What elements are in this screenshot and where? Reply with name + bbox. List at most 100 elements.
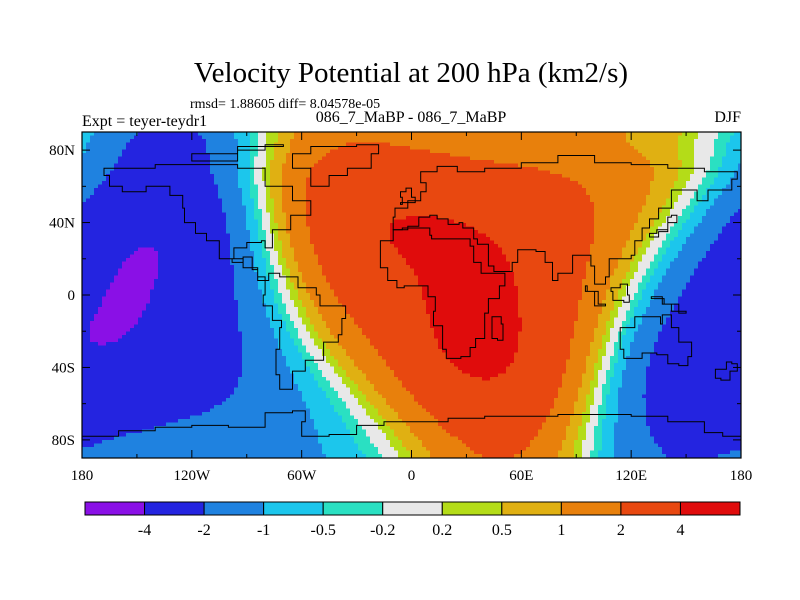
contour-band-cell: [286, 226, 311, 231]
contour-band-cell: [662, 258, 675, 263]
contour-band-cell: [606, 328, 611, 333]
contour-band-cell: [290, 139, 627, 144]
contour-band-cell: [210, 170, 239, 175]
contour-band-cell: [610, 314, 619, 319]
contour-band-cell: [686, 240, 715, 245]
y-tick-label: 40N: [49, 216, 75, 232]
contour-band-cell: [398, 247, 503, 252]
contour-band-cell: [258, 149, 267, 154]
contour-band-cell: [638, 300, 651, 305]
contour-band-cell: [670, 209, 683, 214]
contour-band-cell: [634, 272, 647, 277]
contour-band-cell: [634, 331, 659, 336]
contour-band-cell: [730, 216, 741, 221]
contour-band-cell: [598, 321, 607, 326]
contour-band-cell: [638, 328, 663, 333]
contour-band-cell: [330, 286, 423, 291]
contour-band-cell: [210, 156, 239, 161]
contour-band-cell: [618, 359, 627, 364]
contour-band-cell: [646, 405, 741, 410]
contour-band-cell: [222, 209, 247, 214]
contour-band-cell: [718, 237, 741, 242]
contour-band-cell: [594, 377, 599, 382]
contour-band-cell: [378, 450, 399, 455]
contour-band-cell: [662, 209, 671, 214]
contour-band-cell: [638, 261, 651, 266]
contour-band-cell: [362, 370, 395, 375]
contour-band-cell: [662, 254, 679, 259]
contour-band-cell: [642, 240, 651, 245]
contour-band-cell: [366, 454, 383, 458]
contour-band-cell: [354, 380, 371, 385]
contour-band-cell: [574, 408, 587, 413]
contour-band-cell: [314, 324, 327, 329]
contour-band-cell: [610, 377, 623, 382]
contour-band-cell: [270, 317, 283, 322]
contour-band-cell: [602, 398, 607, 403]
contour-band-cell: [518, 314, 579, 319]
contour-band-cell: [654, 293, 683, 298]
contour-band-cell: [658, 265, 671, 270]
contour-band-cell: [634, 293, 643, 298]
contour-band-cell: [622, 296, 635, 301]
contour-band-cell: [242, 335, 275, 340]
contour-band-cell: [242, 195, 251, 200]
contour-band-cell: [610, 335, 619, 340]
contour-band-cell: [606, 331, 611, 336]
contour-band-cell: [426, 300, 519, 305]
contour-band-cell: [342, 345, 375, 350]
contour-band-cell: [630, 303, 639, 308]
contour-band-cell: [390, 426, 411, 431]
contour-band-cell: [574, 328, 595, 333]
contour-band-cell: [290, 289, 299, 294]
contour-band-cell: [326, 321, 355, 326]
contour-band-cell: [578, 300, 603, 305]
contour-band-cell: [678, 146, 695, 151]
contour-band-cell: [114, 163, 211, 168]
contour-band-cell: [310, 237, 391, 242]
contour-band-cell: [290, 272, 303, 277]
contour-band-cell: [666, 247, 683, 252]
contour-band-cell: [594, 447, 603, 452]
contour-band-cell: [690, 216, 703, 221]
contour-band-cell: [338, 359, 355, 364]
contour-band-cell: [574, 401, 587, 406]
contour-band-cell: [518, 300, 579, 305]
contour-band-cell: [82, 440, 103, 445]
contour-band-cell: [322, 450, 363, 455]
contour-band-cell: [378, 349, 443, 354]
contour-band-cell: [314, 251, 399, 256]
contour-band-cell: [702, 195, 719, 200]
contour-band-cell: [250, 142, 259, 147]
contour-band-cell: [614, 370, 623, 375]
contour-band-cell: [270, 258, 279, 263]
contour-band-cell: [134, 324, 239, 329]
contour-band-cell: [686, 286, 741, 291]
contour-band-cell: [602, 426, 615, 431]
contour-band-cell: [722, 156, 741, 161]
contour-band-cell: [238, 146, 251, 151]
contour-band-cell: [234, 289, 263, 294]
contour-band-cell: [710, 205, 741, 210]
contour-band-cell: [646, 422, 741, 427]
contour-band-cell: [646, 202, 667, 207]
contour-band-cell: [606, 415, 619, 420]
contour-band-cell: [398, 415, 435, 420]
contour-band-cell: [682, 132, 699, 137]
contour-band-cell: [270, 251, 279, 256]
contour-band-cell: [214, 405, 307, 410]
contour-band-cell: [298, 384, 319, 389]
contour-band-cell: [674, 205, 687, 210]
contour-band-cell: [690, 275, 741, 280]
contour-band-cell: [306, 401, 331, 406]
contour-band-cell: [250, 153, 259, 158]
contour-band-cell: [222, 198, 243, 203]
contour-band-cell: [250, 167, 255, 172]
contour-band-cell: [274, 335, 291, 340]
contour-band-cell: [586, 405, 591, 410]
contour-band-cell: [646, 233, 655, 238]
contour-band-cell: [330, 352, 347, 357]
contour-band-cell: [330, 282, 419, 287]
contour-band-cell: [714, 153, 727, 158]
colorbar-label: -4: [138, 522, 151, 539]
